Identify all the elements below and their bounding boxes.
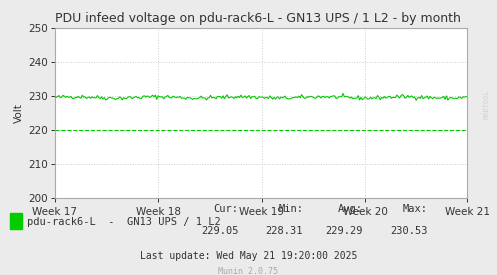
Text: Munin 2.0.75: Munin 2.0.75 [219, 266, 278, 275]
Text: Min:: Min: [278, 204, 303, 214]
Bar [10, 213, 22, 229]
Text: Last update: Wed May 21 19:20:00 2025: Last update: Wed May 21 19:20:00 2025 [140, 251, 357, 261]
Text: Max:: Max: [403, 204, 427, 214]
Text: 230.53: 230.53 [390, 226, 427, 236]
Text: 229.05: 229.05 [201, 226, 239, 236]
Text: 229.29: 229.29 [326, 226, 363, 236]
Text: Avg:: Avg: [338, 204, 363, 214]
Y-axis label: Volt: Volt [14, 103, 24, 123]
Text: Cur:: Cur: [214, 204, 239, 214]
Text: 228.31: 228.31 [266, 226, 303, 236]
Text: RRDTOOL: RRDTOOL [484, 90, 490, 119]
Text: pdu-rack6-L  -  GN13 UPS / 1 L2: pdu-rack6-L - GN13 UPS / 1 L2 [27, 216, 221, 227]
Text: PDU infeed voltage on pdu-rack6-L - GN13 UPS / 1 L2 - by month: PDU infeed voltage on pdu-rack6-L - GN13… [55, 12, 461, 25]
